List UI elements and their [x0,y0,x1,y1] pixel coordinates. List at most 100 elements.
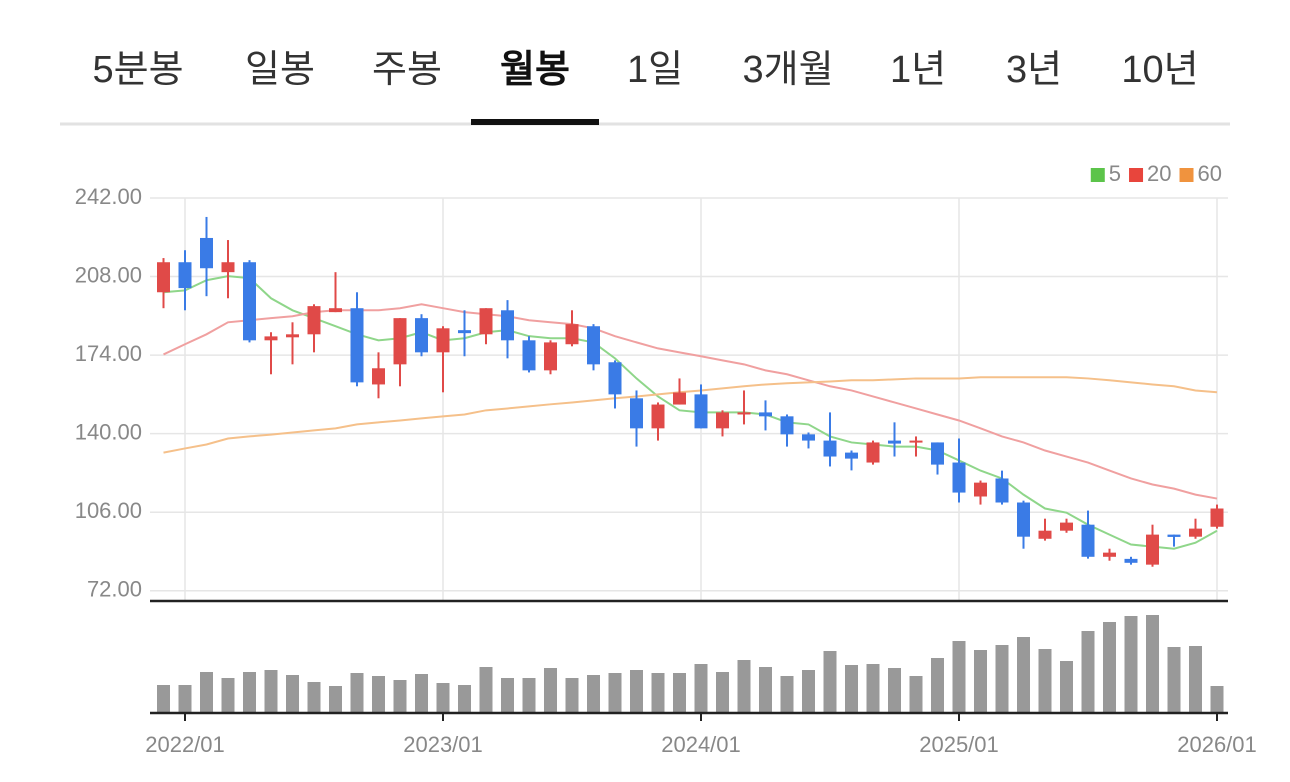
volume-bar [264,670,278,713]
candle-body [329,308,342,313]
candle-body [458,330,471,334]
volume-bar [759,667,772,713]
volume-bar [329,686,342,713]
volume-bar [1210,686,1224,713]
legend-swatch [1090,168,1105,182]
candle-body [587,326,600,365]
volume-bar [931,658,944,713]
volume-bar [178,685,192,713]
tab[interactable]: 1년 [890,49,946,91]
candle-body [221,262,235,273]
y-tick-label: 242.00 [75,184,142,209]
volume-bar [350,673,364,713]
volume-bar [415,674,428,713]
candle-body [1167,534,1181,537]
legend-swatch [1129,168,1144,182]
candle-body [888,440,901,444]
volume-bar [1017,637,1030,713]
volume-bar [823,651,837,713]
candle-body [1081,524,1095,557]
moving-average [163,376,1218,454]
volume-bar [888,668,901,713]
tab-underline [471,119,599,125]
candle-body [350,308,364,383]
volume-bar [694,664,708,713]
tab[interactable]: 3개월 [742,49,833,91]
candle-body [286,334,299,338]
candle-body [415,318,428,353]
candle-body [1189,528,1202,537]
candle-body [1060,522,1073,531]
candle-body [544,342,557,371]
candle-body [436,328,450,353]
volume-bar [716,672,729,713]
volume-bar [157,685,170,713]
candle-body [178,262,192,289]
volume-bar [458,685,471,713]
volume-bar [909,676,923,713]
volume-bar [952,641,966,713]
y-tick-label: 106.00 [75,498,142,523]
candle-body [952,462,966,493]
x-tick-label: 2024/01 [661,732,741,757]
volume-bar [866,664,880,713]
candle-body [780,416,794,435]
volume-bar [608,673,622,713]
volume-bar [479,667,493,713]
tab[interactable]: 주봉 [372,49,442,91]
volume-bar [995,645,1009,713]
y-tick-label: 72.00 [87,577,142,602]
moving-average [163,303,1218,500]
candle-body [737,412,751,415]
candle-body [522,340,536,371]
volume-bar [1038,649,1052,713]
volume-bar [393,680,407,713]
candle-body [1210,508,1224,527]
volume-bar [1167,647,1181,713]
tab[interactable]: 1일 [627,49,683,91]
volume-bar [974,650,987,713]
volume-bar [1060,661,1073,713]
legend-label: 5 [1109,161,1121,186]
tab[interactable]: 5분봉 [92,49,183,91]
volume-bar [1124,616,1138,713]
y-tick-label: 140.00 [75,419,142,444]
tab[interactable]: 일봉 [245,49,315,91]
candle-body [759,412,772,417]
candle-body [372,368,385,385]
tab[interactable]: 10년 [1121,49,1198,91]
volume-bar [1103,622,1116,713]
candle-body [307,306,321,335]
candle-body [630,398,643,429]
volume-bar [1189,646,1202,713]
volume-bar [522,678,536,713]
volume-bar [630,670,643,713]
candle-body [501,310,514,341]
volume-bar [673,673,686,713]
volume-bar [1081,631,1095,713]
candle-body [1146,534,1159,565]
legend-swatch [1179,168,1194,182]
volume-bar [286,675,299,713]
candle-body [1038,530,1052,539]
legend-label: 20 [1147,161,1171,186]
x-tick-label: 2023/01 [403,732,483,757]
volume-bar [307,682,321,713]
y-tick-label: 174.00 [75,341,142,366]
candle-body [694,394,708,429]
y-tick-label: 208.00 [75,262,142,287]
x-tick-label: 2025/01 [919,732,999,757]
candle-body [995,478,1009,503]
tab[interactable]: 월봉 [500,49,570,91]
x-tick-label: 2022/01 [145,732,225,757]
x-tick-label: 2026/01 [1177,732,1257,757]
candle-body [1017,502,1030,537]
volume-bar [544,668,557,713]
candle-body [974,482,987,497]
candle-body [1103,552,1116,557]
volume-bar [565,678,579,713]
candle-body [651,404,665,429]
tab[interactable]: 3년 [1006,49,1062,91]
